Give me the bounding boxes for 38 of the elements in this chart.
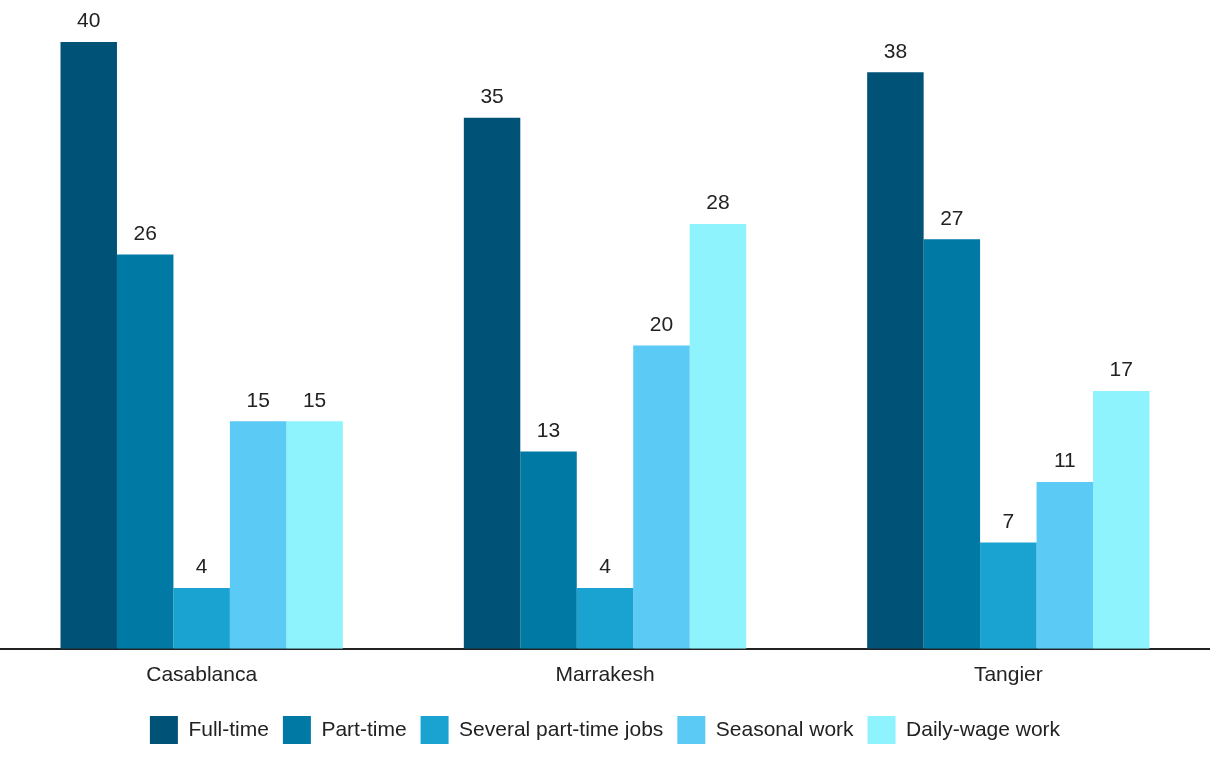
x-tick-label: Tangier <box>973 662 1043 686</box>
legend-label: Full-time <box>188 716 269 740</box>
bar <box>60 42 117 649</box>
bar <box>633 345 690 649</box>
data-label: 38 <box>883 38 908 62</box>
data-label: 40 <box>77 8 101 32</box>
data-label: 4 <box>599 554 612 578</box>
bar <box>867 72 924 649</box>
data-label: 15 <box>302 387 327 411</box>
bar <box>1036 481 1094 649</box>
data-label: 15 <box>246 387 270 411</box>
x-tick-label: Casablanca <box>146 662 258 686</box>
data-label: 35 <box>480 84 504 108</box>
data-label: 7 <box>1002 508 1015 532</box>
bar <box>1093 390 1150 649</box>
bar <box>173 588 230 649</box>
data-label: 28 <box>706 190 730 214</box>
data-label: 27 <box>940 205 964 229</box>
data-label: 17 <box>1109 357 1133 381</box>
bar <box>923 239 981 649</box>
bar <box>116 254 174 649</box>
bar <box>229 421 287 649</box>
data-label: 26 <box>133 220 157 244</box>
data-label: 13 <box>536 417 561 441</box>
legend-label: Seasonal work <box>715 716 855 740</box>
legend-label: Several part-time jobs <box>459 716 664 740</box>
x-tick-label: Marrakesh <box>555 662 655 686</box>
bar <box>980 542 1037 649</box>
legend-label: Part-time <box>321 716 407 740</box>
bar <box>286 421 343 649</box>
bar <box>520 451 577 649</box>
legend-label: Daily-wage work <box>906 716 1061 740</box>
bar <box>463 117 521 649</box>
bar <box>576 588 634 649</box>
bar <box>689 224 747 649</box>
data-label: 20 <box>649 311 674 335</box>
data-label: 11 <box>1053 448 1076 472</box>
data-label: 4 <box>195 554 208 578</box>
